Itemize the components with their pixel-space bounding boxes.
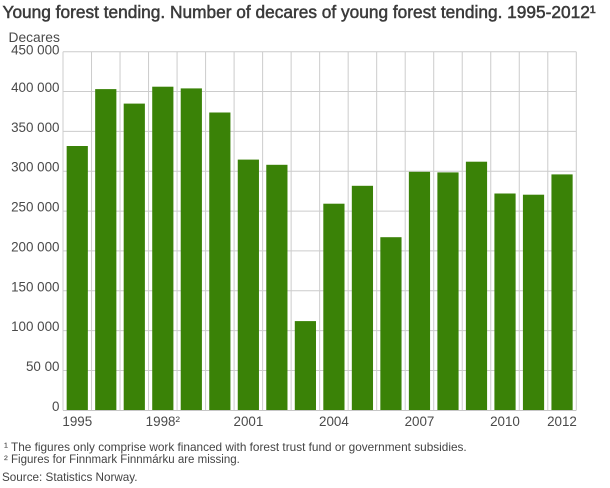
svg-text:150 000: 150 000 [11,279,59,294]
svg-text:1998²: 1998² [146,414,181,429]
svg-text:400 000: 400 000 [11,80,59,95]
svg-text:2001: 2001 [234,414,264,429]
svg-text:2007: 2007 [405,414,435,429]
svg-text:350 000: 350 000 [11,120,59,135]
svg-text:250 000: 250 000 [11,200,59,215]
svg-text:0: 0 [52,399,59,414]
svg-text:200 000: 200 000 [11,239,59,254]
svg-text:300 000: 300 000 [11,160,59,175]
svg-text:2004: 2004 [319,414,349,429]
svg-text:50 00: 50 00 [26,359,60,374]
svg-text:450 000: 450 000 [11,43,59,58]
svg-text:1995: 1995 [62,414,92,429]
svg-text:100 000: 100 000 [11,319,59,334]
svg-text:2010: 2010 [490,414,520,429]
svg-text:2012: 2012 [547,414,577,429]
